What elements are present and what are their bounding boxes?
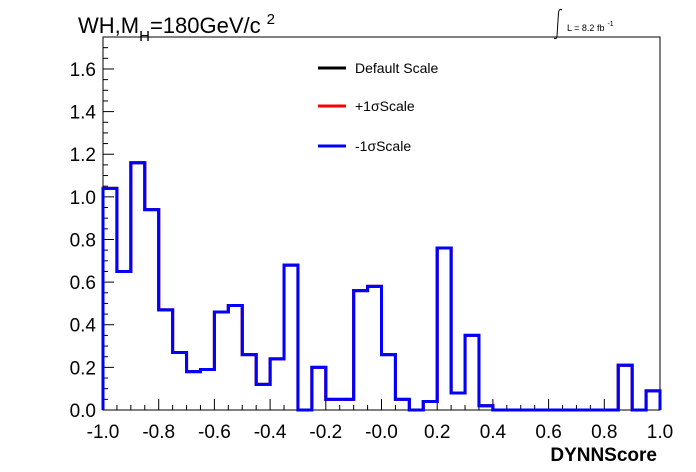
x-tick-label: -0.8 (142, 422, 175, 443)
y-tick-label: 0.4 (70, 316, 97, 337)
y-tick-label: 1.6 (70, 60, 96, 81)
y-tick-label: 1.0 (70, 188, 96, 209)
luminosity-label: L = 8.2 fb -1 (553, 8, 614, 40)
lumi-superscript: -1 (607, 21, 613, 28)
x-tick-label: -0.6 (198, 422, 231, 443)
x-tick-label: -1.0 (87, 422, 120, 443)
legend: Default Scale +1σScale -1σScale (318, 60, 438, 154)
x-tick-label: 0.2 (424, 422, 450, 443)
y-tick-label: 0.6 (70, 273, 96, 294)
title-subscript: H (139, 28, 150, 45)
chart-title: WH,MH=180GeV/c 2 (78, 11, 275, 45)
legend-label: +1σScale (355, 98, 415, 114)
x-tick-label: 0.6 (535, 422, 561, 443)
series-layer (101, 161, 662, 412)
integral-sign (553, 8, 563, 40)
y-tick-label: 1.2 (70, 145, 96, 166)
y-tick-label: 0.2 (70, 358, 96, 379)
y-tick-label: 0.8 (70, 230, 96, 251)
x-tick-label: -0.0 (365, 422, 398, 443)
legend-label: -1σScale (355, 138, 411, 154)
legend-label: Default Scale (355, 60, 438, 76)
x-tick-label: -0.4 (254, 422, 287, 443)
series-line-2 (101, 161, 662, 412)
x-axis-label: DYNNScore (550, 445, 657, 466)
title-superscript: 2 (267, 11, 275, 28)
x-tick-label: 0.8 (591, 422, 617, 443)
y-tick-label: 0.0 (70, 401, 96, 422)
axis-ticks: -1.0 -0.8 -0.6 -0.4 -0.2 -0.0 0.2 0.4 0.6 0.8 1.0 0… (70, 36, 673, 443)
title-main: WH,M (78, 13, 139, 38)
title-tail: =180GeV/c (150, 13, 261, 38)
x-tick-label: -0.2 (309, 422, 342, 443)
lumi-text: L = 8.2 fb -1 (567, 21, 614, 33)
y-tick-label: 1.4 (70, 103, 97, 124)
x-tick-label: 0.4 (480, 422, 507, 443)
x-tick-label: 1.0 (647, 422, 673, 443)
